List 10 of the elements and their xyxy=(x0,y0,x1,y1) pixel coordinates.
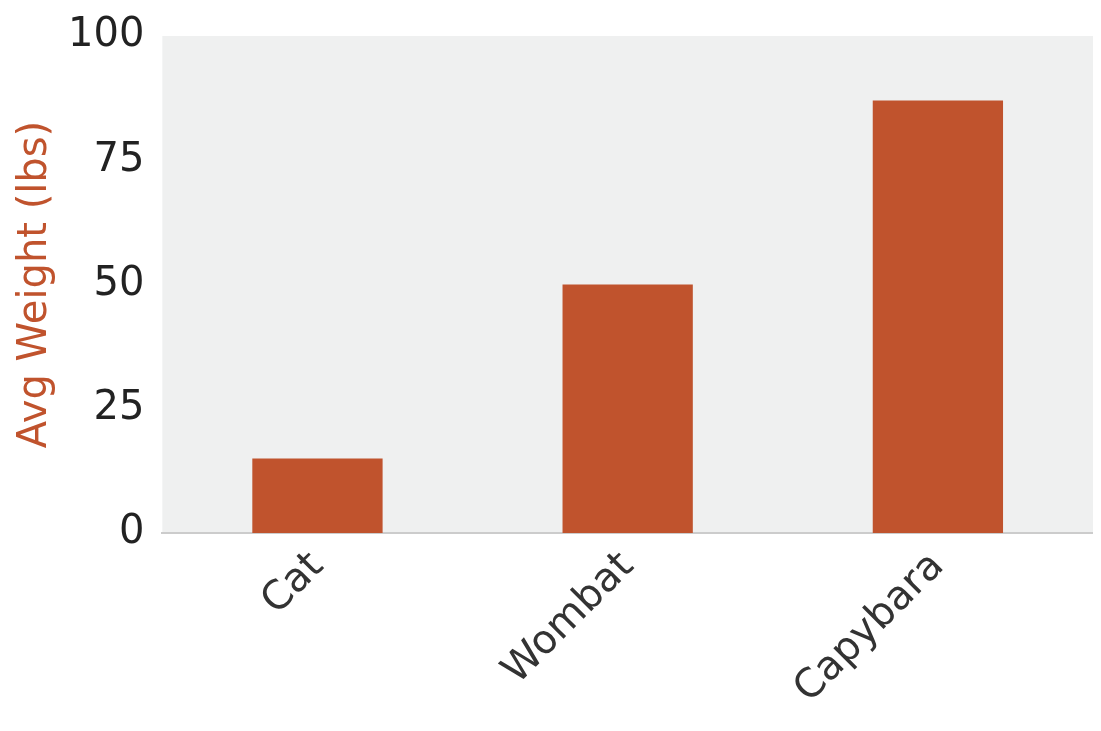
y-tick-label: 100 xyxy=(67,9,145,56)
y-tick-label: 25 xyxy=(93,382,145,429)
y-tick-label: 75 xyxy=(93,133,145,180)
y-tick-label: 0 xyxy=(118,506,145,553)
y-tick-label: 50 xyxy=(93,257,145,304)
x-tick-label: Cat xyxy=(250,541,332,622)
bar xyxy=(252,458,383,534)
bar xyxy=(872,100,1004,534)
y-axis-title: Avg Weight (lbs) xyxy=(9,120,56,449)
bar xyxy=(562,284,693,534)
